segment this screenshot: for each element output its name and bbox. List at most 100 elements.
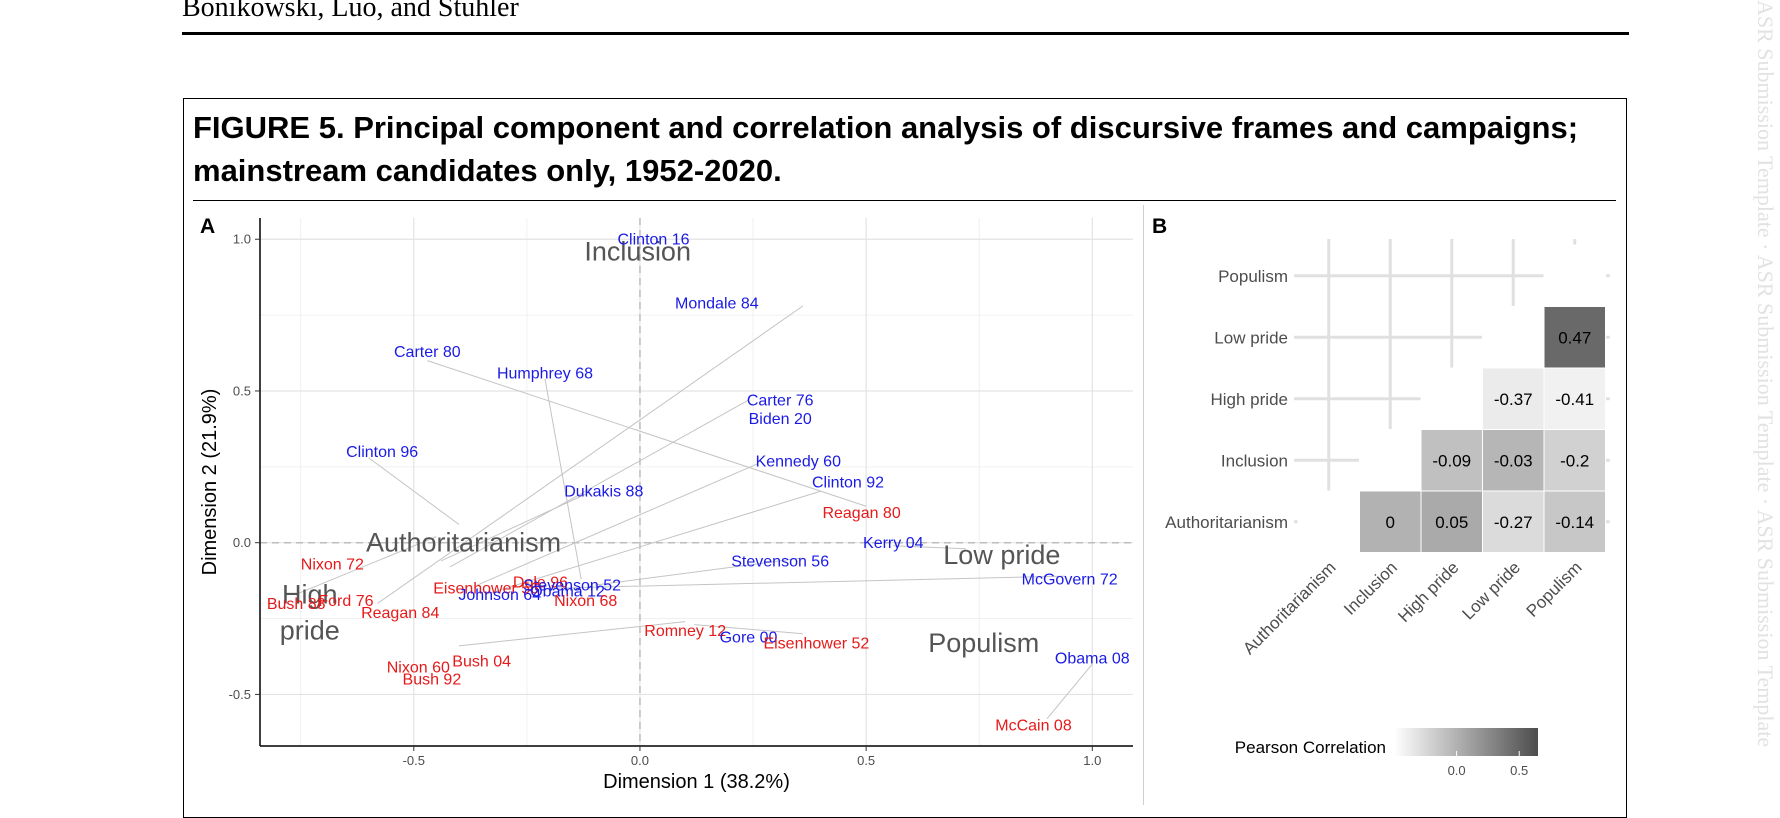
x-tick-label: 1.0 [1083,753,1101,768]
legend-tick-label: 0.0 [1448,763,1466,778]
caption-rule [193,200,1616,201]
frame-label-high: High [282,579,338,609]
campaign-label-mondale-84: Mondale 84 [675,295,759,312]
label-connector-line [449,399,749,568]
heatmap-cell-high-pride-low-pride [1482,367,1545,430]
y-tick-label: -0.5 [229,687,251,702]
frame-label-populism: Populism [928,628,1039,658]
heatmap-diagonal-cell [1482,306,1545,369]
campaign-label-obama-12: Obama 12 [530,584,605,601]
heatmap-cell-inclusion-populism [1543,429,1606,492]
campaign-label-nixon-68: Nixon 68 [554,593,617,610]
frame-label-low-pride: Low pride [943,540,1060,570]
campaign-label-nixon-60: Nixon 60 [387,660,450,677]
label-connector-line [594,557,803,586]
figure-caption: FIGURE 5. Principal component and correl… [193,106,1623,192]
campaign-label-gore-00: Gore 00 [720,629,778,646]
campaign-label-ford-76: Ford 76 [318,593,373,610]
frame-label-authoritarianism: Authoritarianism [366,528,561,558]
label-connector-line [377,305,804,604]
heatmap-cell-authoritarianism-populism [1543,490,1606,553]
campaign-label-bush-88: Bush 88 [267,596,326,613]
heatmap-col-label-populism: Populism [1523,558,1586,621]
x-axis-title: Dimension 1 (38.2%) [603,771,790,793]
campaign-label-obama-08: Obama 08 [1055,651,1130,668]
heatmap-value-label: -0.2 [1560,451,1589,470]
heatmap-value-label: 0.05 [1435,513,1468,532]
label-connector-line [893,545,966,550]
caption-line-2: mainstream candidates only, 1952-2020. [193,153,782,188]
campaign-label-carter-76: Carter 76 [747,393,814,410]
campaign-label-kennedy-60: Kennedy 60 [756,453,842,470]
campaign-label-clinton-96: Clinton 96 [346,444,418,461]
campaign-label-romney-12: Romney 12 [644,623,726,640]
heatmap-diagonal-cell [1297,490,1360,553]
heatmap-cell-low-pride-populism [1543,306,1606,369]
label-connector-line [368,457,460,525]
campaign-label-bush-04: Bush 04 [452,654,511,671]
heatmap-col-label-inclusion: Inclusion [1340,558,1401,619]
label-connector-line [544,378,582,580]
heatmap-value-label: -0.14 [1555,513,1594,532]
campaign-label-bush-92: Bush 92 [403,672,462,689]
heatmap-row-label-inclusion: Inclusion [1221,451,1288,470]
heatmap-value-label: -0.41 [1555,390,1594,409]
heatmap-value-label: -0.09 [1432,451,1471,470]
campaign-label-eisenhower-56: Eisenhower 56 [433,581,539,598]
panel-a-label: A [200,215,215,238]
campaign-label-clinton-16: Clinton 16 [618,232,690,249]
frame-label-pride: pride [280,616,340,646]
heatmap-cell-high-pride-populism [1543,367,1606,430]
campaign-label-eisenhower-52: Eisenhower 52 [763,635,869,652]
campaign-label-dole-96: Dole 96 [513,575,568,592]
heatmap-row-label-populism: Populism [1218,267,1288,286]
campaign-label-johnson-64: Johnson 64 [458,587,541,604]
caption-line-1: FIGURE 5. Principal component and correl… [193,110,1579,145]
label-connector-line [458,621,686,647]
label-connector-line [1046,663,1093,720]
heatmap-col-label-low-pride: Low pride [1459,558,1525,624]
heatmap-row-label-high-pride: High pride [1211,390,1289,409]
y-tick-label: 0.0 [233,535,251,550]
x-tick-label: -0.5 [403,753,425,768]
y-tick-label: 1.0 [233,232,251,247]
panel-b-label: B [1152,215,1167,238]
heatmap-value-label: -0.03 [1494,451,1533,470]
heatmap-value-label: -0.37 [1494,390,1533,409]
label-connector-line [486,490,822,595]
heatmap-diagonal-cell [1359,429,1422,492]
heatmap-cell-inclusion-low-pride [1482,429,1545,492]
label-connector-line [549,575,1066,589]
pca-biplot-panel: -0.5 0.0 0.5 1.0 -0.5 0.0 0.5 1.0 Dimension 1 (3… [199,215,1133,793]
label-connector-line [295,536,437,595]
campaign-label-humphrey-68: Humphrey 68 [497,365,593,382]
heatmap-cell-authoritarianism-low-pride [1482,490,1545,553]
correlation-heatmap-panel: B 0.47 -0.37 -0.41 -0.09 -0.03 -0.2 0 0.05 -0.27 -… [1152,215,1610,778]
running-header: Bonikowski, Luo, and Stuhler [182,0,519,23]
label-connector-line [694,624,803,635]
campaign-label-clinton-92: Clinton 92 [812,475,884,492]
frame-label-inclusion: Inclusion [584,236,691,266]
heatmap-cell-authoritarianism-high-pride [1420,490,1483,553]
campaign-label-nixon-72: Nixon 72 [301,556,364,573]
heatmap-value-label: 0.47 [1558,328,1591,347]
heatmap-value-label: 0 [1386,513,1395,532]
heatmap-cell-inclusion-high-pride [1420,429,1483,492]
campaign-label-biden-20: Biden 20 [749,411,812,428]
header-rule [182,32,1629,35]
panel-separator [1143,205,1144,805]
label-connector-line [440,493,586,562]
x-tick-label: 0.5 [857,753,875,768]
campaign-label-stevenson-52: Stevenson 52 [523,578,621,595]
legend-title: Pearson Correlation [1235,738,1386,757]
heatmap-value-label: -0.27 [1494,513,1533,532]
campaign-label-reagan-84: Reagan 84 [361,605,439,622]
x-tick-label: 0.0 [631,753,649,768]
campaign-label-carter-80: Carter 80 [394,344,461,361]
campaign-label-mcgovern-72: McGovern 72 [1022,572,1118,589]
heatmap-col-label-high-pride: High pride [1394,558,1462,626]
campaign-label-reagan-80: Reagan 80 [822,505,900,522]
label-connector-line [476,463,758,586]
heatmap-row-label-authoritarianism: Authoritarianism [1165,513,1288,532]
